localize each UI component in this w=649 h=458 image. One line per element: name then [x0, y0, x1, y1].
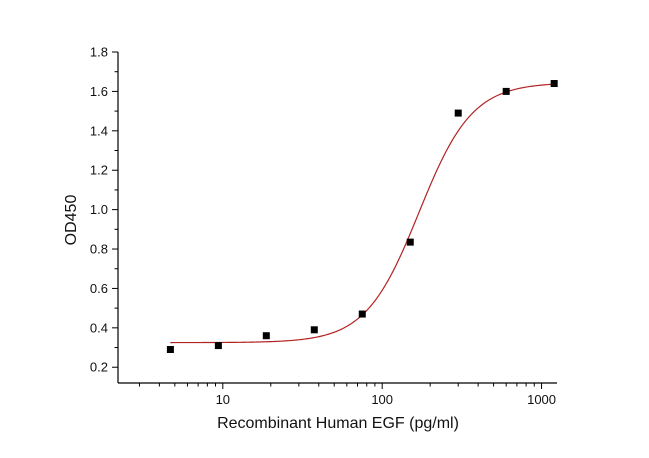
- x-tick-label: 10: [216, 392, 230, 407]
- data-point: [502, 87, 510, 95]
- y-tick-label: 0.2: [90, 360, 108, 375]
- y-axis-ticks: 0.2 0.4 0.6 0.8 1.0 1.2 1.4 1.6 1.8: [90, 45, 118, 375]
- data-point: [310, 326, 318, 334]
- y-tick-label: 1.6: [90, 84, 108, 99]
- data-point: [406, 238, 414, 246]
- y-tick-label: 1.4: [90, 123, 108, 138]
- x-axis-ticks: 10 100 1000: [138, 383, 556, 407]
- y-tick-label: 1.8: [90, 45, 108, 60]
- y-axis-label: OD450: [63, 195, 80, 246]
- fit-curve: [170, 83, 555, 344]
- data-point: [358, 310, 366, 318]
- x-tick-label: 100: [371, 392, 393, 407]
- data-point: [454, 109, 462, 117]
- data-point: [550, 80, 558, 88]
- data-point: [214, 342, 222, 350]
- fit-curve-group: [170, 83, 555, 344]
- x-axis-label: Recombinant Human EGF (pg/ml): [217, 415, 459, 432]
- x-tick-label: 1000: [527, 392, 556, 407]
- y-tick-label: 0.6: [90, 281, 108, 296]
- data-points: [166, 80, 558, 354]
- y-tick-label: 1.0: [90, 202, 108, 217]
- y-tick-label: 0.4: [90, 320, 108, 335]
- y-tick-label: 0.8: [90, 242, 108, 257]
- data-point: [166, 346, 174, 354]
- data-point: [262, 332, 270, 340]
- y-tick-label: 1.2: [90, 163, 108, 178]
- axes: [117, 52, 557, 384]
